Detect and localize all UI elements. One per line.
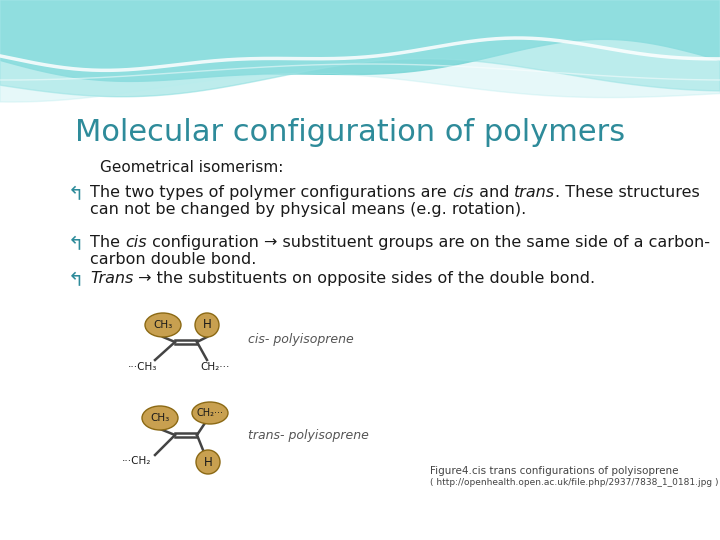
Ellipse shape <box>145 313 181 337</box>
Ellipse shape <box>195 313 219 337</box>
Text: and: and <box>474 185 514 200</box>
Text: Molecular configuration of polymers: Molecular configuration of polymers <box>75 118 625 147</box>
Text: H: H <box>202 319 212 332</box>
Text: The: The <box>90 235 125 250</box>
Text: CH₂···: CH₂··· <box>200 362 230 372</box>
Text: Geometrical isomerism:: Geometrical isomerism: <box>100 160 284 175</box>
Text: can not be changed by physical means (e.g. rotation).: can not be changed by physical means (e.… <box>90 202 526 217</box>
Text: ↰: ↰ <box>68 185 84 204</box>
Text: ···CH₂: ···CH₂ <box>122 456 151 466</box>
Text: trans- polyisoprene: trans- polyisoprene <box>248 429 369 442</box>
Text: ↰: ↰ <box>68 271 84 290</box>
Text: trans: trans <box>514 185 555 200</box>
Ellipse shape <box>192 402 228 424</box>
Text: H: H <box>204 456 212 469</box>
Text: carbon double bond.: carbon double bond. <box>90 252 256 267</box>
Text: CH₃: CH₃ <box>153 320 173 330</box>
Text: → the substituents on opposite sides of the double bond.: → the substituents on opposite sides of … <box>133 271 595 286</box>
Text: CH₂···: CH₂··· <box>197 408 223 418</box>
Text: CH₃: CH₃ <box>150 413 170 423</box>
Text: ↰: ↰ <box>68 235 84 254</box>
Text: ···CH₃: ···CH₃ <box>128 362 158 372</box>
Text: . These structures: . These structures <box>555 185 700 200</box>
Text: cis: cis <box>452 185 474 200</box>
Text: ( http://openhealth.open.ac.uk/file.php/2937/7838_1_0181.jpg ): ( http://openhealth.open.ac.uk/file.php/… <box>430 478 719 487</box>
Ellipse shape <box>142 406 178 430</box>
Text: configuration → substituent groups are on the same side of a carbon-: configuration → substituent groups are o… <box>147 235 710 250</box>
Text: cis- polyisoprene: cis- polyisoprene <box>248 334 354 347</box>
Text: cis: cis <box>125 235 147 250</box>
Ellipse shape <box>196 450 220 474</box>
Text: The two types of polymer configurations are: The two types of polymer configurations … <box>90 185 452 200</box>
Text: Trans: Trans <box>90 271 133 286</box>
Text: Figure4.cis trans configurations of polyisoprene: Figure4.cis trans configurations of poly… <box>430 466 678 476</box>
